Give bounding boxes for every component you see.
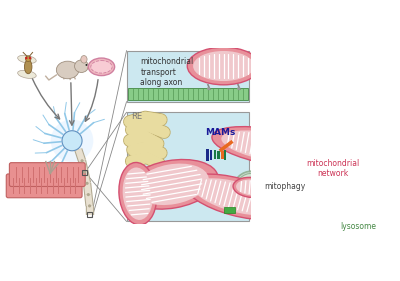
Text: mitochondrial
network: mitochondrial network	[307, 159, 360, 178]
Ellipse shape	[221, 130, 320, 163]
Ellipse shape	[81, 56, 87, 63]
Bar	[126, 112, 249, 221]
Ellipse shape	[86, 182, 89, 185]
Ellipse shape	[125, 160, 218, 209]
Text: RE: RE	[132, 112, 143, 121]
FancyBboxPatch shape	[9, 163, 85, 187]
Ellipse shape	[87, 67, 88, 69]
Bar	[214, 151, 216, 159]
Ellipse shape	[91, 61, 112, 73]
Ellipse shape	[342, 186, 374, 224]
Text: MAMs: MAMs	[205, 128, 236, 137]
Ellipse shape	[207, 87, 210, 90]
Bar	[82, 169, 87, 175]
Ellipse shape	[88, 204, 91, 207]
Ellipse shape	[18, 70, 36, 78]
Ellipse shape	[74, 60, 88, 72]
Ellipse shape	[332, 157, 397, 200]
Ellipse shape	[87, 193, 90, 196]
Ellipse shape	[236, 179, 268, 196]
Bar	[126, 51, 249, 102]
Ellipse shape	[184, 174, 288, 220]
Ellipse shape	[25, 56, 31, 62]
Ellipse shape	[308, 87, 312, 90]
Ellipse shape	[134, 164, 209, 205]
Bar	[224, 150, 226, 160]
Ellipse shape	[24, 60, 32, 74]
Ellipse shape	[25, 57, 28, 59]
Bar	[206, 149, 208, 160]
Bar	[221, 151, 224, 159]
FancyBboxPatch shape	[6, 174, 82, 198]
Bar	[128, 88, 248, 101]
Ellipse shape	[88, 58, 115, 76]
Ellipse shape	[324, 152, 400, 204]
Ellipse shape	[62, 131, 82, 151]
Bar	[87, 212, 92, 217]
Bar	[224, 207, 235, 212]
Text: lysosome: lysosome	[340, 222, 376, 231]
Ellipse shape	[233, 177, 270, 198]
Ellipse shape	[119, 162, 157, 225]
Ellipse shape	[212, 127, 329, 167]
Ellipse shape	[86, 64, 87, 66]
Ellipse shape	[123, 167, 153, 220]
Ellipse shape	[234, 171, 270, 204]
Ellipse shape	[56, 61, 79, 79]
Ellipse shape	[337, 87, 340, 90]
Ellipse shape	[237, 87, 240, 90]
Ellipse shape	[296, 51, 351, 81]
Ellipse shape	[193, 178, 280, 216]
Bar	[343, 183, 348, 191]
Ellipse shape	[354, 195, 400, 223]
Ellipse shape	[345, 190, 372, 220]
Bar	[217, 151, 220, 159]
Ellipse shape	[187, 47, 260, 85]
Text: mitochondrial
transport
along axon: mitochondrial transport along axon	[140, 57, 194, 87]
Ellipse shape	[83, 171, 86, 174]
Ellipse shape	[29, 57, 31, 59]
Text: mitophagy: mitophagy	[264, 182, 306, 191]
Ellipse shape	[193, 51, 254, 81]
Ellipse shape	[80, 159, 84, 162]
Ellipse shape	[51, 119, 93, 162]
Ellipse shape	[291, 47, 356, 85]
Bar	[210, 150, 212, 160]
Ellipse shape	[349, 192, 400, 227]
Ellipse shape	[236, 173, 267, 201]
Ellipse shape	[18, 55, 36, 63]
